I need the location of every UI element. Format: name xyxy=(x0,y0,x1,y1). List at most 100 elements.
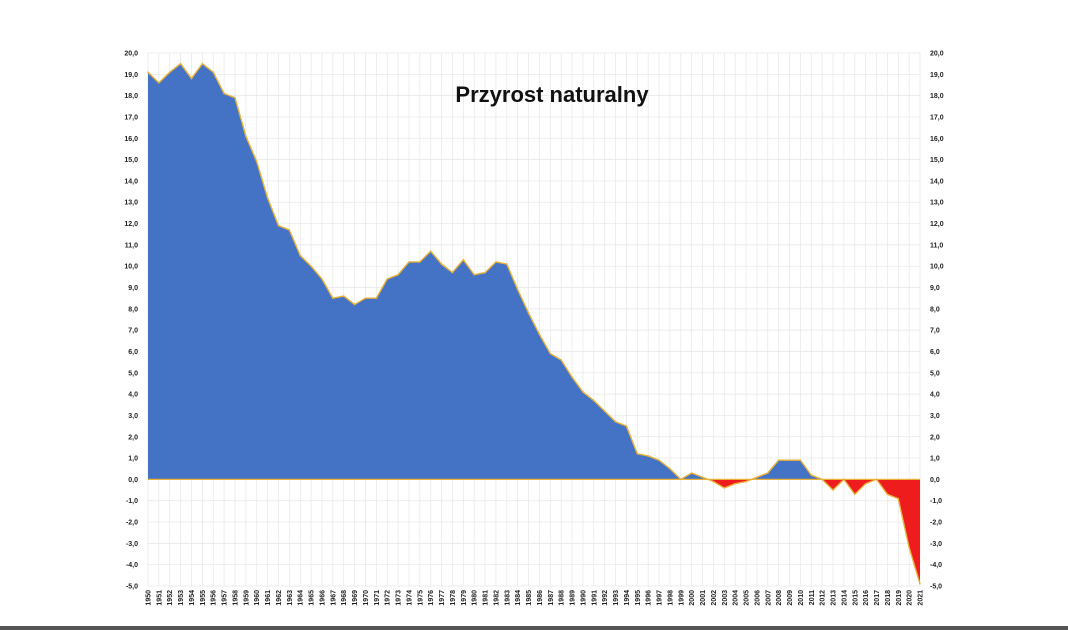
x-tick-label: 1992 xyxy=(602,590,609,606)
x-tick-label: 2000 xyxy=(689,590,696,606)
data-point xyxy=(179,62,182,65)
x-tick-label: 1983 xyxy=(504,590,511,606)
y-tick-label: 20,0 xyxy=(124,51,138,58)
y-tick-label: -5,0 xyxy=(930,584,942,591)
y-tick-label: 1,0 xyxy=(128,456,138,463)
data-point xyxy=(821,478,823,481)
x-tick-label: 1970 xyxy=(363,590,370,606)
data-point xyxy=(386,278,389,280)
data-point xyxy=(679,478,682,481)
y-tick-label: -2,0 xyxy=(126,520,138,527)
x-tick-label: 1996 xyxy=(646,590,653,606)
y-tick-label: 16,0 xyxy=(930,136,944,143)
x-tick-label: 1980 xyxy=(472,590,479,606)
area-positive xyxy=(751,460,823,480)
y-tick-label: 11,0 xyxy=(930,242,943,249)
data-point xyxy=(473,273,475,276)
y-tick-label: 7,0 xyxy=(930,328,940,335)
area-negative xyxy=(707,479,752,488)
x-tick-label: 2015 xyxy=(852,590,859,606)
data-point xyxy=(593,399,595,402)
series-line xyxy=(147,62,921,585)
data-point xyxy=(506,263,508,265)
data-point xyxy=(919,583,921,585)
x-tick-label: 1989 xyxy=(570,590,577,606)
data-point xyxy=(614,421,617,423)
x-tick-label: 1973 xyxy=(396,590,403,606)
x-tick-label: 1984 xyxy=(515,590,522,606)
x-tick-label: 2007 xyxy=(765,590,772,606)
chart-title: Przyrost naturalny xyxy=(455,82,649,107)
data-point xyxy=(310,265,312,268)
data-point xyxy=(397,273,399,276)
x-tick-label: 2008 xyxy=(776,590,783,606)
x-tick-label: 1997 xyxy=(657,590,664,606)
data-point xyxy=(190,77,193,80)
y-tick-label: 15,0 xyxy=(124,157,138,164)
data-point xyxy=(201,62,204,65)
y-tick-label: 8,0 xyxy=(128,306,138,313)
x-tick-label: 1981 xyxy=(483,590,490,606)
x-tick-label: 1968 xyxy=(341,590,348,606)
y-tick-label: 19,0 xyxy=(124,72,138,79)
data-point xyxy=(527,312,530,314)
y-tick-label: 13,0 xyxy=(124,200,138,207)
y-tick-label: 12,0 xyxy=(930,221,944,228)
y-tick-label: 6,0 xyxy=(128,349,138,356)
data-point xyxy=(766,472,769,474)
x-tick-label: 1995 xyxy=(635,590,642,606)
data-point xyxy=(843,478,845,481)
data-point xyxy=(810,474,813,476)
data-point xyxy=(636,453,639,455)
data-point xyxy=(886,493,889,496)
x-tick-label: 2018 xyxy=(885,590,892,606)
data-point xyxy=(353,303,356,306)
data-point xyxy=(897,497,900,500)
y-tick-label: 5,0 xyxy=(128,370,138,377)
data-point xyxy=(299,254,302,257)
x-tick-label: 1959 xyxy=(243,590,250,606)
x-tick-label: 2002 xyxy=(711,590,718,606)
data-point xyxy=(701,476,704,479)
data-point xyxy=(332,297,334,299)
data-point xyxy=(288,229,291,231)
x-tick-label: 2010 xyxy=(798,590,805,606)
y-tick-label: 2,0 xyxy=(930,434,940,441)
x-tick-label: 1964 xyxy=(298,590,305,606)
x-tick-label: 2019 xyxy=(896,590,903,606)
data-point xyxy=(158,82,160,84)
x-tick-label: 2011 xyxy=(809,590,816,605)
data-point xyxy=(571,376,573,378)
x-tick-label: 1990 xyxy=(580,590,587,606)
x-tick-label: 1969 xyxy=(352,590,359,606)
y-tick-label: 18,0 xyxy=(124,93,138,100)
data-point xyxy=(168,71,171,73)
x-tick-label: 1977 xyxy=(439,590,446,606)
x-tick-label: 1998 xyxy=(667,590,674,606)
y-tick-label: 3,0 xyxy=(128,413,138,420)
x-tick-label: 1991 xyxy=(591,590,598,606)
y-tick-label: 15,0 xyxy=(930,157,944,164)
y-tick-label: 7,0 xyxy=(128,328,138,335)
y-tick-label: 14,0 xyxy=(124,178,138,185)
x-tick-label: 2003 xyxy=(722,590,729,606)
x-tick-label: 1972 xyxy=(385,590,392,606)
x-tick-label: 2013 xyxy=(831,590,838,606)
y-tick-label: 4,0 xyxy=(128,392,138,399)
y-tick-label: 9,0 xyxy=(930,285,940,292)
y-tick-label: -2,0 xyxy=(930,520,942,527)
data-point xyxy=(440,263,443,265)
y-tick-label: -4,0 xyxy=(930,562,942,569)
x-tick-label: 1978 xyxy=(450,590,457,606)
x-tick-label: 2014 xyxy=(841,590,848,606)
y-tick-label: 5,0 xyxy=(930,370,940,377)
data-point xyxy=(669,467,671,470)
data-point xyxy=(658,459,660,462)
x-tick-label: 1956 xyxy=(211,590,218,606)
data-point xyxy=(147,71,149,73)
y-axis-left: 20,0 19,0 18,0 17,0 16,0 15,0 14,0 13,0 12,0 11,0… xyxy=(124,51,138,591)
data-point xyxy=(266,197,269,199)
y-tick-label: 1,0 xyxy=(930,456,940,463)
data-point xyxy=(429,250,432,253)
x-tick-label: 2017 xyxy=(874,590,881,606)
